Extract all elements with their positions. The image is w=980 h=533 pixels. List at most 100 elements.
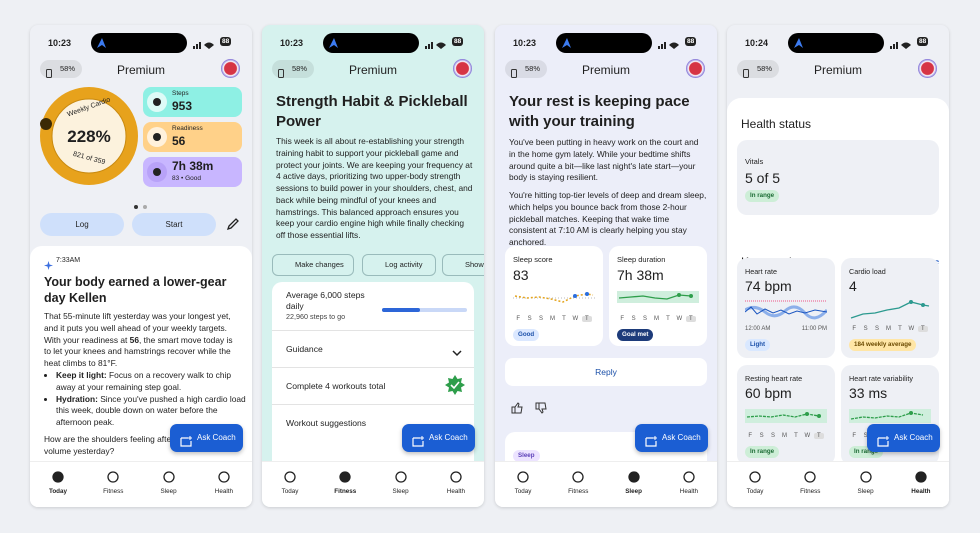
nav-icon [682,470,696,484]
nav-item[interactable]: Today [498,462,548,507]
chip-label: Make changes [295,260,344,269]
suggestion-chip[interactable]: Make changes [272,254,354,276]
row-label[interactable]: Guidance [286,344,323,354]
sleep-title: Your rest is keeping pace with your trai… [509,93,690,130]
day-label: M [549,316,555,322]
device-battery-chip: 58% [40,60,82,78]
tile-icon [146,91,168,113]
ask-coach-icon [412,432,424,447]
metric-card[interactable]: Heart rate 74 bpm 12:00 AM 11:00 PM Light [737,258,835,358]
nav-item[interactable]: Fitness [88,462,138,507]
metric-tile[interactable]: 7h 38m 83 • Good [143,157,242,187]
metric-card[interactable]: Cardio load 4 F S S M T W T 184 weekly average [841,258,939,358]
nav-item[interactable]: Today [265,462,315,507]
action-button[interactable]: Log [40,213,124,236]
day-label: S [759,433,764,439]
chip-label: Log activity [385,260,423,269]
action-button[interactable]: Start [132,213,216,236]
weekly-cardio-ring [39,86,139,186]
nav-label: Health [679,488,698,495]
nav-label: Health [911,488,931,495]
sleep-card[interactable]: Sleep score 83 F S S M T W T Good [505,246,603,346]
nav-item[interactable]: Sleep [609,462,659,507]
suggestion-chip[interactable]: Log activity [362,254,436,276]
day-label: T [581,316,592,322]
nav-icon [106,470,120,484]
avatar[interactable] [686,59,705,78]
battery-level: 88 [220,37,232,46]
nav-item[interactable]: Health [431,462,481,507]
nav-icon [338,470,352,484]
dynamic-island [91,33,187,53]
nav-bar: Today Fitness Sleep Health [30,461,252,507]
body-text: That 55-minute lift yesterday was your l… [44,311,231,345]
tile-label: Readiness [172,125,203,132]
suggestion-chip[interactable]: Show h [442,254,484,276]
dynamic-island [788,33,884,53]
avatar[interactable] [453,59,472,78]
day-label: T [666,316,670,322]
body-highlight: 56 [129,334,139,345]
nav-item[interactable]: Health [199,462,249,507]
nav-label: Fitness [334,488,357,495]
ask-coach-button[interactable]: Ask Coach [402,424,475,452]
metric-tile[interactable]: Readiness 56 [143,122,242,152]
bullet-item: Hydration: Since you've pushed a high ca… [56,394,252,429]
sleep-body: You're hitting top-tier levels of deep a… [509,190,707,248]
nav-item[interactable]: Sleep [376,462,426,507]
row-label[interactable]: Workout suggestions [286,418,367,428]
avatar[interactable] [221,59,240,78]
bullet-lead: Keep it light: [56,370,107,380]
nav-item[interactable]: Fitness [320,462,370,507]
tile-value: 56 [172,134,186,148]
ask-coach-button[interactable]: Ask Coach [170,424,243,452]
nav-icon [516,470,530,484]
nav-item[interactable]: Today [730,462,780,507]
nav-label: Sleep [160,488,177,495]
reply-label: Reply [595,367,617,377]
day-label: F [852,433,857,439]
avatar[interactable] [918,59,937,78]
edit-icon [226,217,240,231]
nav-item[interactable]: Fitness [553,462,603,507]
status-chip: Light [745,339,771,351]
phone-screen: 10:24 88 58% Premium Health status Vitals 5 of… [727,25,949,507]
nav-item[interactable]: Sleep [841,462,891,507]
sleep-body: You've been putting in heavy work on the… [509,137,699,183]
nav-item[interactable]: Today [33,462,83,507]
tile-detail: 83 • Good [172,175,202,182]
nav-item[interactable]: Sleep [144,462,194,507]
tile-value: 953 [172,99,193,113]
plan-body: This week is all about re-establishing y… [276,136,473,241]
feedback-icons [511,401,551,414]
nav-label: Health [214,488,233,495]
status-chip: In range [745,446,780,458]
goal-title: Average 6,000 steps daily [286,290,365,312]
signal-icons [658,37,682,49]
metric-tile[interactable]: Steps 953 [143,87,242,117]
vitals-card[interactable]: Vitals 5 of 5 In range [737,140,939,215]
device-battery-chip: 58% [737,60,779,78]
axis-label: 11:00 PM [801,326,827,332]
header-title: Premium [813,63,862,77]
nav-item[interactable]: Health [664,462,714,507]
card-title: Heart rate variability [849,374,913,383]
ask-coach-button[interactable]: Ask Coach [635,424,708,452]
day-label: T [917,326,928,332]
reply-button[interactable]: Reply [505,358,707,386]
metric-card[interactable]: Resting heart rate 60 bpm F S S M T W T In range [737,365,835,465]
nav-label: Today [281,488,299,495]
ask-coach-label: Ask Coach [197,433,236,442]
tile-icon [146,126,168,148]
nav-icon [859,470,873,484]
axis-label: 12:00 AM [745,326,771,332]
nav-item[interactable]: Health [896,462,946,507]
device-battery-chip: 58% [272,60,314,78]
ask-coach-button[interactable]: Ask Coach [867,424,940,452]
day-label: M [653,316,659,322]
nav-label: Fitness [568,488,589,495]
nav-item[interactable]: Fitness [785,462,835,507]
sleep-card[interactable]: Sleep duration 7h 38m F S S M T W T Goal met [609,246,707,346]
day-label: S [771,433,776,439]
